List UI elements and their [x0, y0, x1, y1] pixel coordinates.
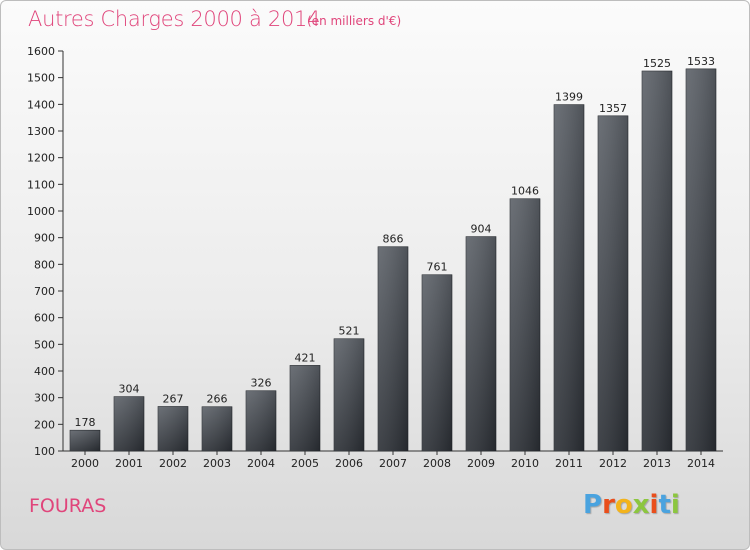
x-tick-label: 2014 — [687, 457, 715, 470]
bar-shade — [422, 274, 452, 451]
bar-shade — [246, 390, 276, 451]
y-tick-label: 1400 — [27, 98, 55, 111]
logo-letter: P — [583, 490, 603, 520]
chart-bars — [69, 68, 717, 452]
bar-shade — [554, 104, 584, 451]
bar-value-label: 421 — [295, 351, 316, 364]
logo-letter: r — [602, 490, 615, 520]
y-tick-label: 100 — [34, 445, 55, 458]
bar-shade — [202, 406, 232, 451]
bar-value-label: 904 — [471, 223, 492, 236]
bar-value-label: 1399 — [555, 91, 583, 104]
bar-shade — [114, 396, 144, 451]
y-tick-label: 700 — [34, 285, 55, 298]
x-tick-label: 2008 — [423, 457, 451, 470]
y-tick-label: 1100 — [27, 178, 55, 191]
bar-shade — [466, 236, 496, 451]
x-tick-label: 2010 — [511, 457, 539, 470]
bar-value-label: 267 — [163, 392, 184, 405]
x-tick-label: 2011 — [555, 457, 583, 470]
bar-value-label: 1357 — [599, 102, 627, 115]
y-tick-label: 1200 — [27, 152, 55, 165]
logo-letter: o — [614, 490, 633, 520]
bar-value-label: 761 — [427, 261, 448, 274]
bar-shade — [334, 338, 364, 451]
x-tick-label: 2000 — [71, 457, 99, 470]
bar-value-label: 1046 — [511, 185, 539, 198]
x-tick-label: 2007 — [379, 457, 407, 470]
bar-value-label: 866 — [383, 233, 404, 246]
logo-letter: i — [649, 490, 659, 520]
bar-value-label: 521 — [339, 325, 360, 338]
y-tick-label: 1600 — [27, 45, 55, 58]
x-tick-label: 2004 — [247, 457, 275, 470]
chart-subtitle: (en milliers d'€) — [307, 14, 402, 28]
bar-shade — [158, 406, 188, 451]
bar-value-label: 1525 — [643, 57, 671, 70]
bar-value-label: 266 — [207, 393, 228, 406]
chart-data-labels: 178 304 267 266 326 421 521 866 761 904 1046 1399 13… — [75, 55, 716, 429]
y-tick-label: 300 — [34, 392, 55, 405]
chart-axes: 100 200 300 400 500 600 700 800 900 1000 1100 1200 1… — [27, 45, 723, 470]
logo-letter: t — [658, 490, 671, 520]
chart-title: Autres Charges 2000 à 2014 — [28, 7, 321, 31]
x-tick-label: 2005 — [291, 457, 319, 470]
logo-letter: i — [670, 490, 680, 520]
x-tick-label: 2009 — [467, 457, 495, 470]
proxiti-logo: Proxiti — [583, 490, 680, 520]
bar-shade — [642, 71, 672, 451]
x-tick-label: 2003 — [203, 457, 231, 470]
bar-value-label: 326 — [251, 377, 272, 390]
x-tick-label: 2012 — [599, 457, 627, 470]
x-tick-label: 2001 — [115, 457, 143, 470]
bar-shade — [686, 68, 716, 451]
town-name: FOURAS — [29, 495, 107, 517]
bar-value-label: 178 — [75, 416, 96, 429]
y-tick-label: 200 — [34, 418, 55, 431]
y-tick-label: 1500 — [27, 72, 55, 85]
bar-shade — [290, 365, 320, 451]
logo-letter: x — [632, 490, 650, 520]
bar-shade — [510, 198, 540, 451]
y-tick-label: 800 — [34, 258, 55, 271]
x-tick-label: 2002 — [159, 457, 187, 470]
y-tick-label: 1000 — [27, 205, 55, 218]
x-tick-label: 2013 — [643, 457, 671, 470]
y-tick-label: 900 — [34, 232, 55, 245]
bar-value-label: 304 — [119, 383, 140, 396]
bar-shade — [70, 430, 100, 451]
bar-shade — [598, 115, 628, 452]
y-tick-label: 400 — [34, 365, 55, 378]
y-tick-label: 1300 — [27, 125, 55, 138]
y-tick-label: 600 — [34, 312, 55, 325]
x-tick-label: 2006 — [335, 457, 363, 470]
bar-shade — [378, 246, 408, 451]
bar-value-label: 1533 — [687, 55, 715, 68]
y-tick-label: 500 — [34, 338, 55, 351]
